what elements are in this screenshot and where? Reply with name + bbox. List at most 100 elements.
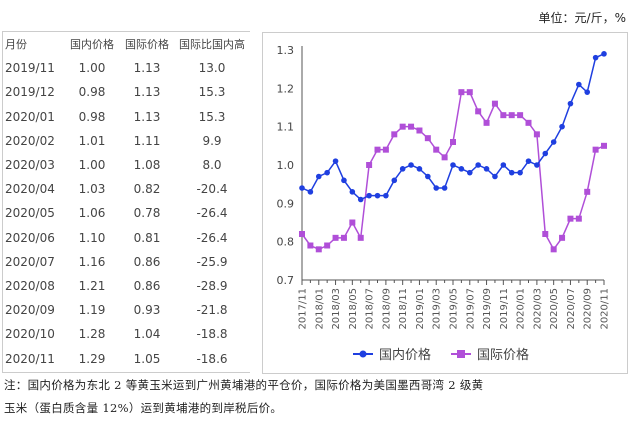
data-point bbox=[332, 234, 339, 241]
table-cell: 0.98 bbox=[78, 109, 106, 124]
data-point bbox=[366, 162, 373, 168]
table-cell: -26.4 bbox=[196, 230, 228, 245]
data-point bbox=[534, 162, 540, 168]
table-row: 2019/12 0.98 1.13 15.3 bbox=[3, 80, 250, 104]
data-point bbox=[408, 123, 415, 130]
table-cell: 9.9 bbox=[202, 133, 222, 148]
x-tick-label: 2017/11 bbox=[298, 288, 309, 330]
data-point bbox=[383, 192, 389, 199]
data-point bbox=[441, 154, 448, 161]
table-cell: 1.13 bbox=[133, 85, 161, 100]
data-point bbox=[492, 173, 498, 180]
note-line-1: 注：国内价格为东北 2 等黄玉米运到广州黄埔港的平仓价，国际价格为美国墨西哥湾 … bbox=[4, 378, 484, 392]
table-cell: 2020/11 bbox=[5, 351, 55, 366]
table-row: 2020/06 1.10 0.81 -26.4 bbox=[3, 226, 250, 250]
data-point bbox=[433, 146, 440, 153]
table-cell: 1.01 bbox=[78, 133, 106, 148]
data-point bbox=[324, 169, 330, 176]
data-point bbox=[382, 146, 389, 153]
x-tick-label: 2020/01 bbox=[516, 288, 527, 330]
data-point bbox=[567, 215, 574, 222]
table-cell: 2020/01 bbox=[5, 109, 55, 124]
table-cell: 8.0 bbox=[202, 158, 222, 173]
data-point bbox=[550, 139, 557, 145]
data-point bbox=[357, 196, 364, 203]
data-point bbox=[559, 123, 565, 130]
data-point bbox=[466, 89, 473, 96]
header-international: 国际价格 bbox=[125, 38, 169, 52]
data-point bbox=[315, 246, 322, 253]
data-point bbox=[525, 119, 532, 126]
data-point bbox=[299, 185, 305, 191]
data-point bbox=[508, 112, 515, 119]
y-tick-label: 1.2 bbox=[277, 82, 295, 95]
data-point bbox=[592, 146, 599, 153]
x-tick-label: 2019/01 bbox=[415, 288, 426, 330]
table-cell: 0.82 bbox=[133, 182, 161, 197]
data-point bbox=[550, 246, 557, 253]
chart: 0.7 0.8 0.9 1.0 1.1 1.2 1.3 2017/11 2018/01 2018/… bbox=[262, 32, 628, 374]
data-point bbox=[307, 189, 314, 195]
table-cell: 2020/08 bbox=[5, 278, 55, 293]
data-point bbox=[433, 185, 440, 191]
table-cell: 1.28 bbox=[78, 327, 106, 342]
data-point bbox=[341, 177, 347, 184]
table-cell: 2019/11 bbox=[5, 61, 55, 76]
price-table: 月份 国内价格 国际价格 国际比国内高 2019/11 1.00 1.13 13.0 2… bbox=[2, 31, 250, 373]
table-cell: 15.3 bbox=[198, 109, 226, 124]
table-cell: 13.0 bbox=[198, 61, 226, 76]
table-cell: 1.13 bbox=[133, 109, 161, 124]
data-point bbox=[324, 242, 331, 249]
x-tick-label: 2018/07 bbox=[365, 288, 376, 330]
table-cell: -25.9 bbox=[196, 254, 228, 269]
table-cell: 1.16 bbox=[78, 254, 106, 269]
data-point bbox=[399, 166, 406, 172]
data-point bbox=[500, 162, 507, 168]
table-cell: 1.08 bbox=[133, 158, 161, 173]
x-tick-label: 2019/11 bbox=[499, 288, 510, 330]
data-point bbox=[441, 185, 448, 191]
data-point bbox=[491, 100, 498, 107]
table-row: 2020/01 0.98 1.13 15.3 bbox=[3, 105, 250, 129]
x-tick-label: 2020/05 bbox=[549, 288, 560, 330]
table-cell: 0.81 bbox=[133, 230, 161, 245]
data-point bbox=[349, 219, 356, 226]
y-tick-label: 1.0 bbox=[277, 159, 295, 172]
data-point bbox=[374, 192, 381, 199]
table-cell: 1.21 bbox=[78, 278, 106, 293]
data-point bbox=[450, 139, 456, 145]
table-cell: -28.9 bbox=[196, 278, 228, 293]
table-cell: -26.4 bbox=[196, 206, 228, 221]
x-tick-label: 2018/01 bbox=[314, 288, 325, 330]
legend-label: 国际价格 bbox=[477, 347, 529, 363]
table-cell: 2020/06 bbox=[5, 230, 55, 245]
data-point bbox=[416, 166, 423, 172]
table-cell: 0.93 bbox=[133, 303, 161, 318]
data-point bbox=[450, 162, 456, 168]
table-cell: 0.98 bbox=[78, 85, 106, 100]
x-tick-label: 2018/11 bbox=[398, 288, 409, 330]
data-point bbox=[366, 192, 372, 199]
x-tick-label: 2020/07 bbox=[566, 288, 577, 330]
y-tick-label: 0.9 bbox=[277, 197, 295, 210]
data-point bbox=[575, 215, 582, 222]
data-point bbox=[458, 166, 465, 172]
table-cell: 1.04 bbox=[133, 327, 161, 342]
table-cell: 0.86 bbox=[133, 254, 161, 269]
data-point bbox=[508, 169, 515, 176]
table-cell: 15.3 bbox=[198, 85, 226, 100]
data-point bbox=[332, 158, 339, 164]
table-row: 2020/04 1.03 0.82 -20.4 bbox=[3, 177, 250, 201]
data-point bbox=[542, 231, 549, 237]
series-line bbox=[301, 91, 605, 251]
table-cell: 2019/12 bbox=[5, 85, 55, 100]
data-point bbox=[408, 162, 414, 168]
series-line bbox=[301, 53, 605, 201]
legend-marker bbox=[359, 350, 367, 358]
table-cell: 2020/04 bbox=[5, 182, 55, 197]
x-tick-label: 2020/03 bbox=[532, 288, 543, 330]
note-line-2: 玉米（蛋白质含量 12%）运到黄埔港的到岸税后价。 bbox=[4, 401, 283, 415]
data-point bbox=[576, 81, 582, 88]
data-point bbox=[517, 112, 524, 119]
table-cell: 2020/05 bbox=[5, 206, 55, 221]
